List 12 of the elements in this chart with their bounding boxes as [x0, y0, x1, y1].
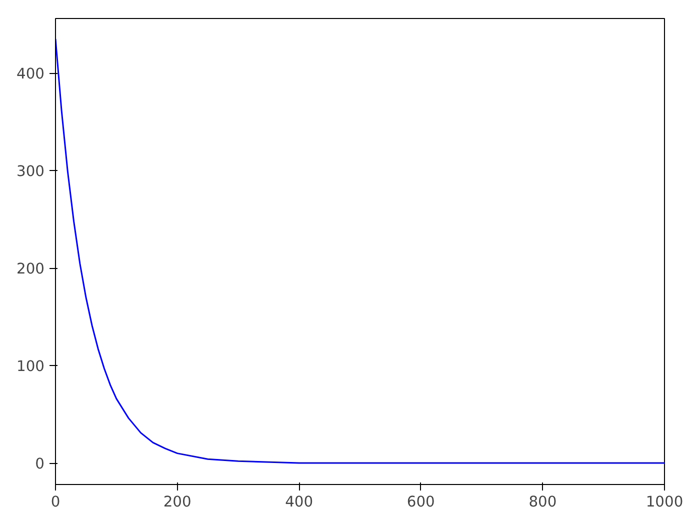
y-tick-label: 300 — [16, 163, 45, 180]
y-tick-label: 400 — [16, 66, 45, 83]
x-tick-label: 200 — [163, 494, 192, 510]
x-tick-label: 1000 — [646, 494, 684, 510]
x-tick-label: 800 — [528, 494, 557, 510]
y-tick-label: 0 — [35, 456, 45, 473]
x-tick-label: 400 — [285, 494, 314, 510]
y-tick-label: 100 — [16, 358, 45, 376]
line-series — [56, 38, 664, 464]
y-tick-label: 200 — [16, 260, 45, 278]
x-tick-label: 0 — [50, 494, 60, 510]
x-tick-label: 600 — [406, 494, 435, 510]
